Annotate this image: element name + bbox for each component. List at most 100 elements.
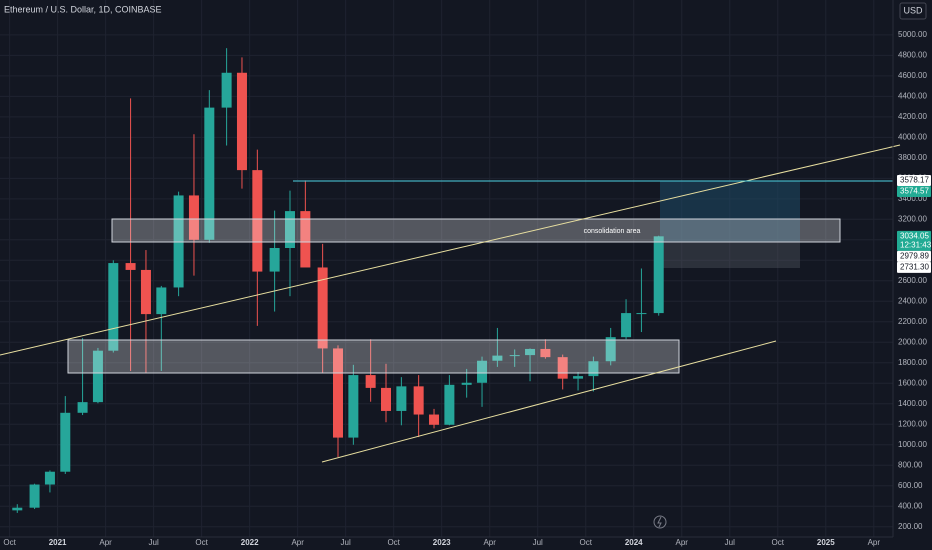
y-tick-label: 3800.00: [898, 153, 927, 162]
y-tick-label: 4200.00: [898, 112, 927, 121]
candle-body: [653, 236, 664, 314]
x-tick-label: Oct: [772, 538, 785, 547]
annotation: consolidation area: [584, 228, 641, 235]
candle-body: [173, 195, 184, 288]
candles: [12, 48, 664, 513]
x-tick-label: Oct: [3, 538, 16, 547]
candle-body: [444, 384, 455, 425]
support-box: [67, 339, 680, 374]
candle-body: [77, 402, 88, 413]
price-label-box: [897, 230, 931, 251]
currency: USD: [903, 5, 923, 15]
stop-zone: [660, 242, 800, 268]
y-tick-label: 2600.00: [898, 276, 927, 285]
consolidation-box: [111, 218, 841, 243]
candle-body: [108, 263, 119, 351]
candle-body: [140, 269, 151, 315]
price-label: 3574.57: [900, 187, 929, 196]
x-tick-label: Apr: [676, 538, 689, 547]
price-label-box: [897, 261, 931, 273]
price-label: 3034.05: [900, 231, 929, 240]
candle-body: [44, 471, 55, 485]
y-tick-label: 5000.00: [898, 30, 927, 39]
candle-body: [588, 361, 599, 377]
candle-body: [605, 337, 616, 362]
candle-body: [188, 195, 199, 240]
candle-body: [636, 313, 647, 315]
x-tick-label: Jul: [533, 538, 543, 547]
candle-body: [221, 72, 232, 108]
upper-trendline: [0, 144, 901, 356]
lower-trendline: [321, 340, 777, 463]
candle-body: [29, 484, 40, 508]
y-tick-label: 2000.00: [898, 337, 927, 346]
y-tick-label: 1600.00: [898, 378, 927, 387]
x-tick-label: Apr: [868, 538, 881, 547]
y-tick-label: 4600.00: [898, 71, 927, 80]
price-label-box: [897, 175, 931, 187]
candle-body: [413, 386, 424, 415]
y-tick-label: 200.00: [898, 522, 923, 531]
y-tick-label: 600.00: [898, 481, 923, 490]
y-tick-label: 4400.00: [898, 91, 927, 100]
y-tick-label: 1200.00: [898, 419, 927, 428]
x-tick-label: 2023: [433, 538, 451, 547]
candle-body: [332, 348, 343, 438]
y-tick-label: 1400.00: [898, 399, 927, 408]
candle-body: [621, 313, 632, 338]
y-tick-label: 2200.00: [898, 317, 927, 326]
candle-body: [429, 414, 440, 425]
x-tick-label: Oct: [387, 538, 400, 547]
x-tick-label: 2024: [625, 538, 643, 547]
currency-button[interactable]: [899, 2, 927, 20]
x-tick-label: Jul: [149, 538, 159, 547]
candle-body: [525, 348, 536, 356]
candle-body: [365, 375, 376, 388]
price-label: 2979.89: [900, 251, 929, 260]
x-tick-label: 2022: [241, 538, 259, 547]
candle-body: [492, 355, 503, 361]
x-tick-label: 2025: [817, 538, 835, 547]
candle-body: [12, 507, 23, 511]
y-tick-label: 400.00: [898, 501, 923, 510]
y-tick-label: 3400.00: [898, 194, 927, 203]
candle-body: [204, 107, 215, 240]
candle-body: [557, 357, 568, 379]
y-tick-label: 800.00: [898, 460, 923, 469]
candle-body: [348, 375, 359, 438]
y-tick-label: 2400.00: [898, 296, 927, 305]
y-tick-label: 1800.00: [898, 358, 927, 367]
x-tick-label: Jul: [725, 538, 735, 547]
x-tick-label: Jul: [341, 538, 351, 547]
y-tick-label: 4800.00: [898, 50, 927, 59]
x-tick-label: Oct: [195, 538, 208, 547]
candle-body: [269, 248, 280, 272]
candle-body: [477, 360, 488, 383]
candle-body: [573, 376, 584, 379]
x-tick-label: Apr: [291, 538, 304, 547]
x-tick-label: Apr: [483, 538, 496, 547]
candle-body: [540, 348, 551, 358]
candle-body: [252, 170, 263, 272]
chart-title: Ethereum / U.S. Dollar, 1D, COINBASE: [4, 4, 162, 14]
price-label: 3578.17: [900, 176, 929, 185]
candle-body: [284, 211, 295, 249]
x-tick-label: 2021: [49, 538, 67, 547]
price-label-box: [897, 186, 931, 198]
candle-body: [156, 287, 167, 315]
candle-body: [381, 387, 392, 411]
y-tick-label: 3200.00: [898, 214, 927, 223]
price-countdown: 12:31:43: [900, 240, 932, 249]
target-zone: [660, 181, 800, 242]
y-tick-label: 4000.00: [898, 132, 927, 141]
x-tick-label: Apr: [99, 538, 112, 547]
candle-body: [509, 355, 520, 357]
lightning-icon[interactable]: [653, 515, 667, 529]
candle-body: [300, 211, 311, 268]
lightning-bolt: [657, 516, 662, 528]
candle-body: [60, 412, 71, 472]
candle-body: [461, 382, 472, 385]
candle-body: [92, 350, 103, 403]
